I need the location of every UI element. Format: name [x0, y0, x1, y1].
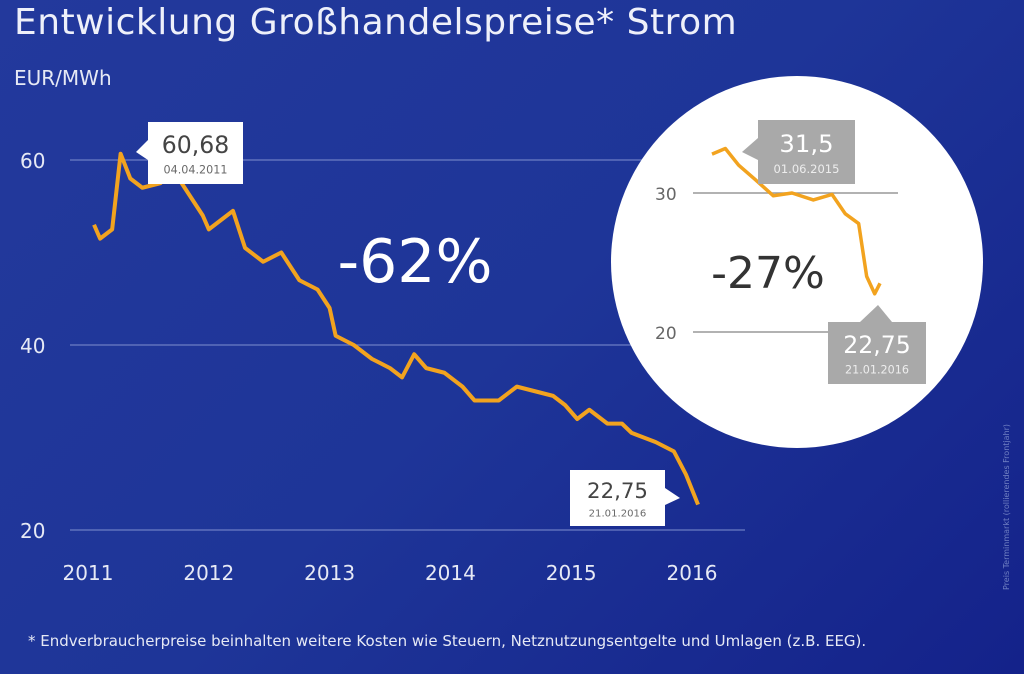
inset-end-callout-date: 21.01.2016 [845, 363, 909, 376]
inset-start-callout-date: 01.06.2015 [774, 162, 840, 176]
y-tick-label: 60 [20, 149, 45, 173]
inset-start-callout-pointer [742, 138, 758, 160]
end-callout-date: 21.01.2016 [589, 508, 647, 519]
end-callout-pointer [665, 488, 680, 505]
x-tick-label: 2015 [546, 561, 597, 585]
inset-end-callout-pointer [860, 305, 892, 322]
x-tick-label: 2013 [304, 561, 355, 585]
y-tick-label: 40 [20, 334, 45, 358]
peak-callout-pointer [136, 140, 148, 160]
end-callout-value: 22,75 [587, 479, 648, 504]
y-tick-label: 20 [20, 519, 45, 543]
peak-callout-box [148, 122, 243, 184]
peak-callout-date: 04.04.2011 [164, 163, 228, 176]
inset-price-line [711, 146, 882, 296]
end-callout-box [570, 470, 665, 526]
inset-start-callout-value: 31,5 [779, 129, 833, 158]
inset-y-tick-label: 30 [655, 185, 677, 205]
inset-change-annotation: -27% [711, 248, 825, 299]
inset-end-callout-value: 22,75 [843, 331, 910, 359]
inset-end-callout-box [828, 322, 926, 384]
y-axis-label: EUR/MWh [14, 66, 112, 90]
x-tick-label: 2014 [425, 561, 476, 585]
chart-title: Entwicklung Großhandelspreise* Strom [14, 2, 738, 43]
x-tick-label: 2011 [63, 561, 114, 585]
x-tick-label: 2016 [667, 561, 718, 585]
source-note: Preis Terminmarkt (rollierendes Frontjah… [1002, 423, 1011, 590]
inset-y-tick-label: 20 [655, 324, 677, 344]
inset-start-callout-box [758, 120, 855, 184]
footnote: * Endverbraucherpreise beinhalten weiter… [28, 632, 867, 650]
peak-callout-value: 60,68 [162, 131, 229, 159]
x-tick-label: 2012 [183, 561, 234, 585]
price-line [92, 151, 700, 506]
change-annotation: -62% [337, 227, 492, 297]
